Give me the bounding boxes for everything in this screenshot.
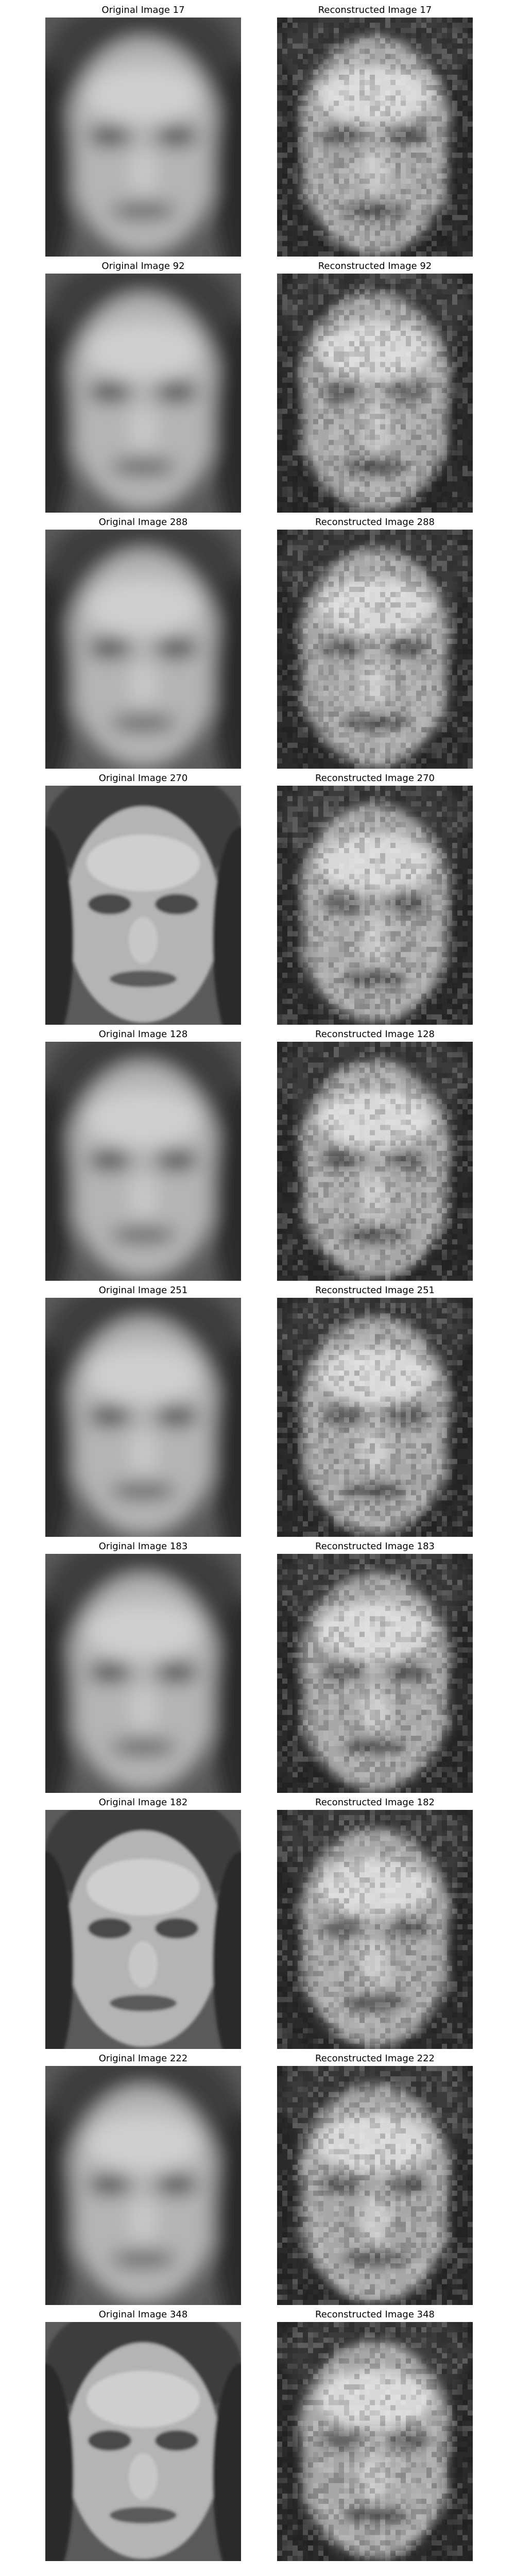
original-face-image [45, 2066, 241, 2305]
reconstructed-face-image [277, 274, 473, 513]
original-image-title: Original Image 183 [98, 1541, 188, 1552]
original-face-image [45, 786, 241, 1025]
reconstructed-face-image [277, 786, 473, 1025]
original-face-image [45, 274, 241, 513]
reconstructed-image-title: Reconstructed Image 288 [315, 517, 435, 528]
reconstructed-face-image [277, 2322, 473, 2561]
reconstructed-face-image [277, 530, 473, 769]
original-face-image [45, 1554, 241, 1793]
original-face-image [45, 1298, 241, 1537]
original-face-image [45, 1042, 241, 1281]
reconstructed-image-title: Reconstructed Image 92 [318, 261, 432, 272]
reconstructed-face-image [277, 1810, 473, 2049]
reconstructed-face-image [277, 1042, 473, 1281]
reconstructed-face-image [277, 1298, 473, 1537]
original-face-image [45, 1810, 241, 2049]
original-image-title: Original Image 92 [101, 261, 185, 272]
reconstructed-image-title: Reconstructed Image 183 [315, 1541, 435, 1552]
original-image-title: Original Image 128 [98, 1029, 188, 1040]
original-face-image [45, 530, 241, 769]
original-image-title: Original Image 251 [98, 1285, 188, 1296]
original-image-title: Original Image 288 [98, 517, 188, 528]
reconstructed-face-image [277, 2066, 473, 2305]
reconstructed-image-title: Reconstructed Image 251 [315, 1285, 435, 1296]
original-image-title: Original Image 222 [98, 2053, 188, 2064]
reconstructed-image-title: Reconstructed Image 222 [315, 2053, 435, 2064]
original-image-title: Original Image 348 [98, 2309, 188, 2320]
reconstructed-image-title: Reconstructed Image 348 [315, 2309, 435, 2320]
reconstructed-image-title: Reconstructed Image 182 [315, 1797, 435, 1808]
reconstructed-face-image [277, 1554, 473, 1793]
reconstructed-image-title: Reconstructed Image 17 [318, 5, 432, 15]
original-image-title: Original Image 270 [98, 773, 188, 784]
original-image-title: Original Image 17 [101, 5, 185, 15]
original-face-image [45, 18, 241, 257]
reconstructed-image-title: Reconstructed Image 128 [315, 1029, 435, 1040]
original-image-title: Original Image 182 [98, 1797, 188, 1808]
original-face-image [45, 2322, 241, 2561]
reconstructed-face-image [277, 18, 473, 257]
reconstructed-image-title: Reconstructed Image 270 [315, 773, 435, 784]
